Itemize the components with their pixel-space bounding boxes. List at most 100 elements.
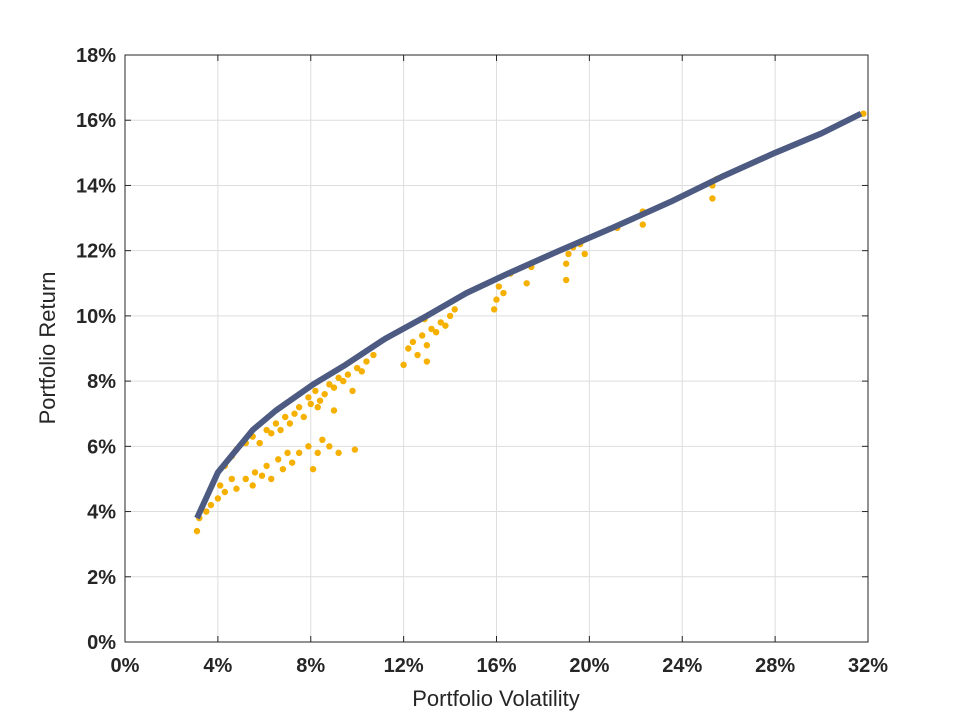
y-axis-ticks: 0% 2% 4% 6% 8% 10% 12% 14% 16% 18% (76, 45, 868, 654)
portfolio-point (263, 426, 270, 434)
portfolio-point (295, 449, 303, 457)
portfolio-point (335, 374, 342, 382)
portfolio-point (300, 413, 307, 421)
x-tick-label: 4% (203, 655, 232, 677)
portfolio-point (442, 322, 449, 329)
portfolio-point (709, 195, 716, 202)
portfolio-point (495, 283, 503, 290)
x-tick-label: 28% (755, 655, 795, 677)
portfolio-point (282, 413, 289, 421)
efficient-frontier-line (194, 111, 863, 520)
portfolio-point (214, 495, 222, 502)
portfolio-point (305, 443, 312, 450)
portfolio-point (256, 439, 263, 447)
portfolio-point (295, 404, 303, 411)
portfolio-point (437, 319, 444, 326)
portfolio-point (446, 312, 454, 320)
portfolio-point (207, 501, 215, 509)
portfolio-point (340, 377, 347, 385)
portfolio-point (353, 364, 361, 372)
portfolio-point (321, 390, 328, 398)
x-tick-label: 0% (111, 655, 140, 677)
y-tick-label: 14% (76, 175, 116, 197)
portfolio-point (268, 430, 275, 437)
x-tick-label: 8% (296, 655, 325, 677)
portfolio-point (344, 371, 352, 378)
portfolio-point (326, 381, 333, 388)
portfolio-point (581, 250, 588, 258)
portfolio-point (423, 342, 431, 349)
portfolio-point (193, 527, 201, 535)
y-tick-label: 4% (87, 502, 116, 524)
portfolio-point (400, 361, 407, 369)
x-tick-label: 20% (569, 655, 609, 677)
portfolio-point (277, 426, 284, 434)
portfolio-point (316, 397, 324, 404)
portfolio-point (370, 351, 377, 359)
portfolio-point (291, 410, 298, 417)
portfolio-point (272, 420, 280, 427)
portfolio-point (305, 394, 312, 401)
y-tick-label: 10% (76, 306, 116, 328)
portfolio-point (203, 508, 210, 515)
y-tick-label: 6% (87, 436, 116, 458)
portfolio-point (228, 475, 236, 483)
portfolio-point (286, 420, 294, 427)
portfolio-point (233, 485, 240, 492)
portfolio-point (500, 289, 507, 297)
x-axis-ticks: 0% 4% 8% 12% 16% 20% 24% 28% 32% (111, 55, 888, 677)
portfolio-point (288, 459, 296, 466)
portfolio-point (565, 250, 572, 258)
portfolio-point (314, 404, 321, 411)
portfolio-point (268, 475, 275, 483)
portfolio-point (319, 436, 326, 444)
x-tick-label: 12% (384, 655, 424, 677)
portfolio-point (409, 338, 417, 346)
portfolio-point (309, 465, 317, 473)
portfolio-point (307, 400, 314, 408)
grid-lines (125, 55, 868, 642)
portfolio-point (451, 306, 458, 313)
portfolio-point (258, 472, 266, 479)
portfolio-point (363, 358, 370, 365)
y-axis-label: Portfolio Return (35, 272, 60, 425)
portfolio-point (414, 351, 421, 359)
portfolio-point (428, 325, 435, 333)
portfolio-point (263, 462, 270, 470)
portfolio-point (216, 482, 224, 489)
y-tick-label: 0% (87, 632, 116, 654)
x-axis-label: Portfolio Volatility (412, 686, 580, 711)
portfolio-point (493, 296, 500, 303)
portfolio-point (242, 475, 249, 483)
portfolio-point (279, 465, 287, 473)
x-tick-label: 24% (662, 655, 702, 677)
y-tick-label: 2% (87, 567, 116, 589)
portfolio-point (490, 306, 498, 313)
portfolio-point (639, 221, 646, 228)
portfolio-point (251, 469, 259, 476)
portfolio-point (358, 368, 366, 375)
portfolio-point (312, 387, 319, 395)
portfolio-point (562, 276, 570, 284)
portfolio-point (284, 449, 291, 457)
portfolio-point (335, 449, 342, 457)
x-tick-label: 32% (848, 655, 888, 677)
portfolio-point (432, 328, 440, 336)
portfolio-point (523, 280, 530, 287)
portfolio-point (314, 449, 321, 457)
portfolio-point (221, 488, 229, 496)
portfolio-point (249, 482, 256, 489)
portfolio-point (405, 345, 412, 352)
y-tick-label: 18% (76, 45, 116, 67)
portfolio-point (349, 387, 356, 395)
portfolio-point (330, 384, 338, 391)
portfolio-point (423, 358, 431, 365)
y-tick-label: 12% (76, 241, 116, 263)
portfolio-point (419, 332, 426, 339)
y-tick-label: 16% (76, 110, 116, 132)
x-tick-label: 16% (476, 655, 516, 677)
portfolio-point (562, 260, 570, 267)
portfolio-point (326, 443, 333, 450)
portfolio-point (275, 456, 282, 463)
